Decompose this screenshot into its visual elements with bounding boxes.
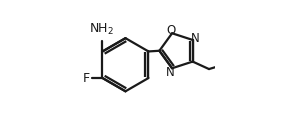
Text: F: F	[82, 72, 89, 85]
Text: N: N	[167, 66, 175, 79]
Text: N: N	[191, 32, 200, 45]
Text: NH$_2$: NH$_2$	[88, 22, 114, 37]
Text: O: O	[167, 24, 176, 37]
